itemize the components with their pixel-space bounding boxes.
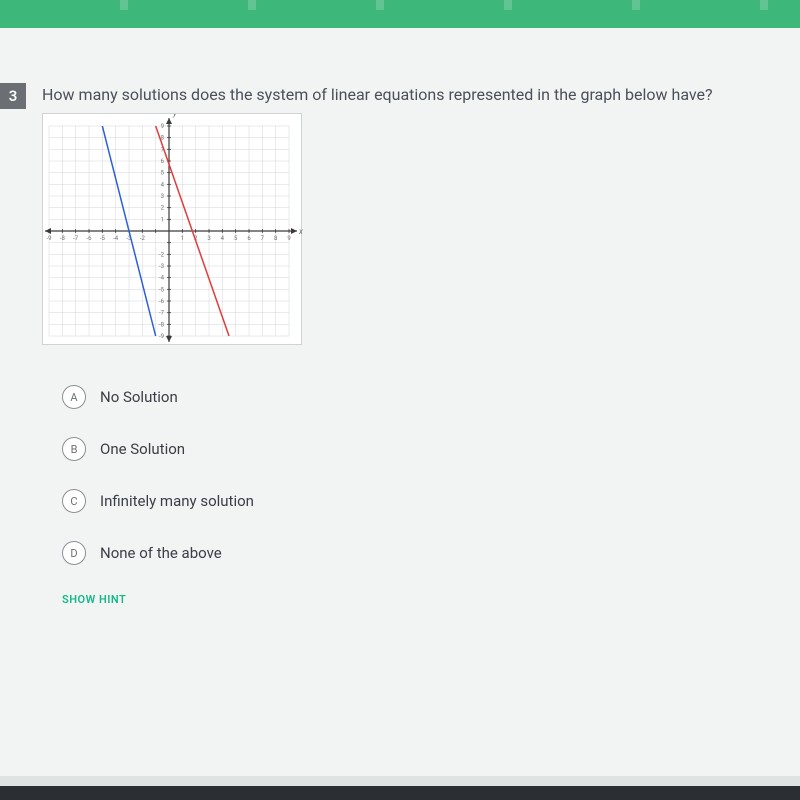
- option-label-b: One Solution: [100, 440, 185, 458]
- svg-text:-8: -8: [159, 321, 165, 328]
- svg-text:-2: -2: [159, 251, 165, 258]
- bottom-shadow: [0, 776, 800, 786]
- graph-container: -9-8-7-6-5-4-3-2123456789123456789-2-3-4…: [42, 113, 800, 345]
- svg-text:5: 5: [234, 235, 238, 242]
- coordinate-graph: -9-8-7-6-5-4-3-2123456789123456789-2-3-4…: [43, 114, 303, 346]
- svg-text:8: 8: [274, 235, 278, 242]
- svg-text:2: 2: [161, 205, 165, 212]
- svg-text:7: 7: [261, 235, 265, 242]
- svg-text:9: 9: [287, 235, 290, 242]
- svg-text:y: y: [172, 114, 177, 118]
- question-area: 3 How many solutions does the system of …: [0, 83, 800, 606]
- option-a[interactable]: A No Solution: [62, 385, 800, 409]
- svg-text:4: 4: [161, 181, 165, 188]
- question-header-row: 3 How many solutions does the system of …: [0, 83, 800, 109]
- top-progress-bar: [0, 0, 800, 28]
- answer-options: A No Solution B One Solution C Infinitel…: [62, 385, 800, 565]
- option-label-d: None of the above: [100, 544, 222, 562]
- svg-text:-3: -3: [159, 263, 164, 270]
- option-letter-d: D: [62, 541, 86, 565]
- question-number-badge: 3: [0, 83, 26, 109]
- svg-text:6: 6: [247, 235, 251, 242]
- option-letter-a: A: [62, 385, 86, 409]
- show-hint-link[interactable]: SHOW HINT: [62, 593, 800, 606]
- option-d[interactable]: D None of the above: [62, 541, 800, 565]
- svg-text:x: x: [298, 227, 303, 236]
- svg-text:-6: -6: [86, 235, 92, 242]
- graph-box: -9-8-7-6-5-4-3-2123456789123456789-2-3-4…: [42, 113, 302, 345]
- option-c[interactable]: C Infinitely many solution: [62, 489, 800, 513]
- svg-text:4: 4: [221, 235, 225, 242]
- svg-text:-2: -2: [140, 235, 146, 242]
- option-label-c: Infinitely many solution: [100, 492, 254, 510]
- svg-text:1: 1: [181, 235, 184, 242]
- svg-text:-8: -8: [60, 235, 66, 242]
- option-letter-b: B: [62, 437, 86, 461]
- bottom-bar: [0, 786, 800, 800]
- svg-text:-9: -9: [159, 333, 164, 340]
- svg-text:-7: -7: [159, 310, 165, 317]
- option-letter-c: C: [62, 489, 86, 513]
- svg-text:-6: -6: [159, 298, 165, 305]
- question-text: How many solutions does the system of li…: [42, 83, 723, 107]
- svg-text:-5: -5: [159, 286, 165, 293]
- svg-text:-7: -7: [73, 235, 79, 242]
- svg-text:-4: -4: [113, 235, 119, 242]
- svg-text:5: 5: [161, 170, 165, 177]
- svg-text:-9: -9: [46, 235, 51, 242]
- option-label-a: No Solution: [100, 388, 178, 406]
- svg-text:9: 9: [161, 123, 164, 130]
- svg-text:1: 1: [161, 216, 164, 223]
- svg-text:3: 3: [207, 235, 210, 242]
- svg-text:-4: -4: [159, 275, 165, 282]
- svg-text:3: 3: [161, 193, 164, 200]
- svg-text:6: 6: [161, 158, 165, 165]
- option-b[interactable]: B One Solution: [62, 437, 800, 461]
- svg-text:-5: -5: [100, 235, 106, 242]
